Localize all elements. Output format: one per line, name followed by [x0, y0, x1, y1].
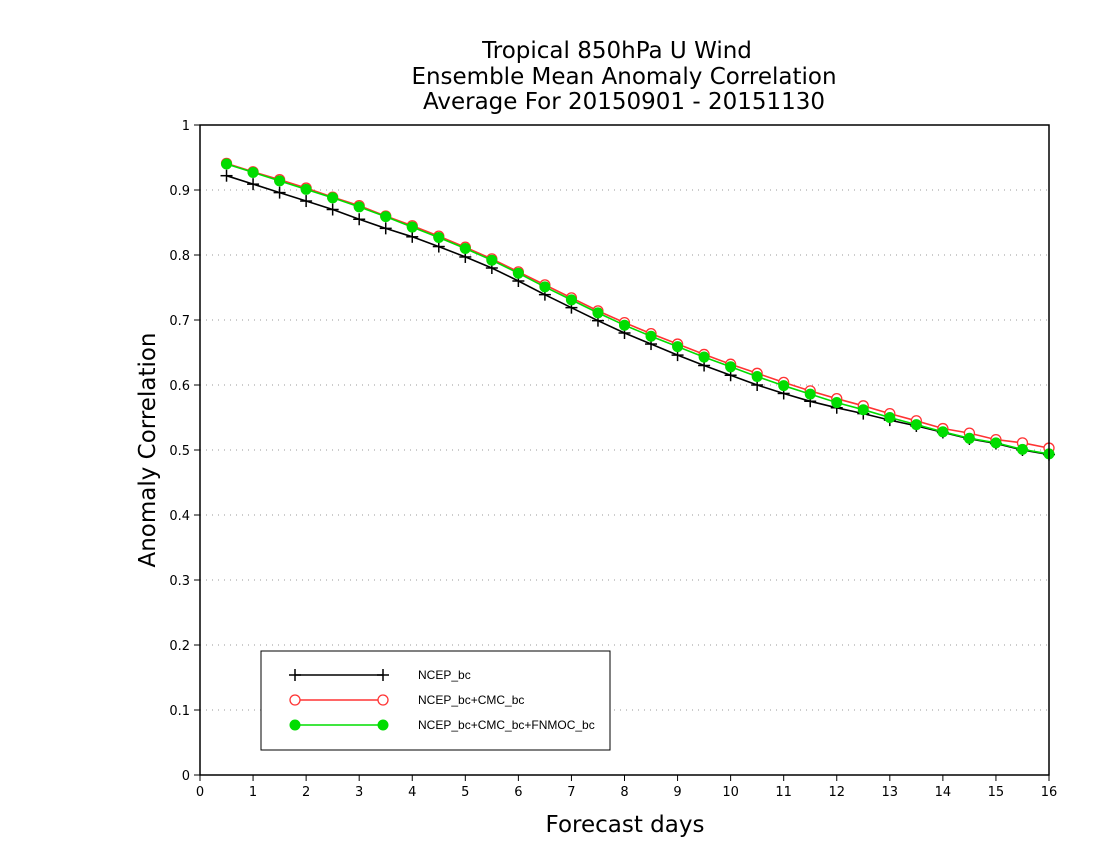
data-point: [406, 230, 419, 243]
x-tick-label: 5: [461, 785, 469, 800]
data-point: [884, 412, 896, 423]
legend-label: NCEP_bc+CMC_bc+FNMOC_bc: [418, 718, 595, 732]
y-axis-label: Anomaly Correlation: [135, 332, 161, 567]
series-line: [226, 163, 1050, 455]
title-line-1: Tropical 850hPa U Wind: [481, 38, 752, 64]
x-tick-label: 9: [673, 785, 681, 800]
data-point: [379, 222, 392, 235]
y-tick-label: 1: [182, 119, 190, 134]
x-tick-label: 7: [567, 785, 575, 800]
data-point: [274, 175, 286, 187]
data-point: [778, 380, 790, 392]
legend-marker: [377, 719, 389, 731]
data-point: [698, 351, 710, 363]
data-point: [565, 294, 577, 306]
legend-box: [260, 650, 611, 751]
title-line-2: Ensemble Mean Anomaly Correlation: [411, 64, 836, 90]
series-3: [221, 158, 1055, 460]
series-1: [220, 169, 1055, 461]
legend-item: NCEP_bc+CMC_bc: [289, 693, 524, 707]
data-point: [247, 166, 259, 178]
y-tick-label: 0: [182, 769, 190, 784]
series-line: [226, 162, 1050, 449]
y-tick-label: 0.5: [169, 444, 190, 459]
legend-marker: [289, 694, 301, 706]
legend-item: NCEP_bc: [289, 668, 471, 682]
legend-marker: [377, 694, 389, 706]
data-point: [300, 195, 313, 208]
data-point: [327, 192, 339, 204]
y-tick-label: 0.8: [169, 249, 190, 264]
data-point: [486, 254, 498, 266]
series-lines: [220, 157, 1055, 461]
x-axis: 0 1 2 3 4 5 6 7 8 9 10 11 12 13 14 15 16: [196, 775, 1057, 800]
data-point: [937, 426, 949, 438]
data-point: [592, 307, 604, 319]
data-point: [804, 388, 816, 400]
data-point: [910, 419, 922, 431]
y-tick-label: 0.3: [169, 574, 190, 589]
x-tick-label: 0: [196, 785, 204, 800]
y-tick-label: 0.9: [169, 184, 190, 199]
data-point: [326, 203, 339, 216]
y-tick-label: 0.2: [169, 639, 190, 654]
data-point: [751, 371, 763, 383]
data-point: [963, 432, 975, 444]
data-point: [725, 361, 737, 373]
data-point: [539, 281, 551, 293]
data-point: [353, 213, 366, 226]
x-tick-label: 8: [620, 785, 628, 800]
series-line: [226, 174, 1050, 456]
y-tick-label: 0.1: [169, 704, 190, 719]
data-point: [857, 404, 869, 416]
x-tick-label: 15: [988, 785, 1005, 800]
data-point: [831, 397, 843, 409]
x-tick-label: 3: [355, 785, 363, 800]
x-tick-label: 2: [302, 785, 310, 800]
x-tick-label: 6: [514, 785, 522, 800]
data-point: [990, 437, 1002, 449]
x-tick-label: 14: [935, 785, 952, 800]
x-tick-label: 16: [1041, 785, 1058, 800]
data-point: [619, 319, 630, 331]
x-tick-label: 12: [828, 785, 845, 800]
legend: NCEP_bc NCEP_bc+CMC_bc NCEP_bc+CMC_bc+FNMO…: [260, 650, 611, 751]
data-point: [512, 267, 524, 279]
legend-marker: [289, 669, 301, 681]
x-axis-label: Forecast days: [546, 812, 705, 838]
y-tick-label: 0.7: [169, 314, 190, 329]
data-point: [645, 330, 657, 342]
data-point: [380, 211, 392, 223]
legend-label: NCEP_bc: [418, 668, 471, 682]
data-point: [300, 183, 312, 195]
data-point: [273, 186, 286, 199]
chart-title: Tropical 850hPa U Wind Ensemble Mean Ano…: [411, 38, 836, 115]
data-point: [353, 201, 365, 213]
x-tick-label: 11: [775, 785, 792, 800]
data-point: [1016, 443, 1028, 455]
title-line-3: Average For 20150901 - 20151130: [423, 89, 825, 115]
legend-label: NCEP_bc+CMC_bc: [418, 693, 524, 707]
legend-marker: [289, 719, 301, 731]
gridlines: [200, 189, 1049, 711]
x-tick-label: 13: [882, 785, 899, 800]
data-point: [247, 178, 260, 191]
data-point: [433, 231, 445, 243]
data-point: [406, 221, 418, 233]
x-tick-label: 1: [249, 785, 257, 800]
data-point: [672, 341, 684, 353]
y-tick-label: 0.6: [169, 379, 190, 394]
y-axis: 0 0.1 0.2 0.3 0.4 0.5 0.6 0.7 0.8 0.9 1: [169, 119, 200, 784]
y-tick-label: 0.4: [169, 509, 190, 524]
x-tick-label: 4: [408, 785, 416, 800]
data-point: [221, 158, 233, 170]
data-point: [459, 243, 471, 254]
legend-item: NCEP_bc+CMC_bc+FNMOC_bc: [289, 718, 595, 732]
data-point: [220, 169, 233, 182]
x-tick-label: 10: [722, 785, 739, 800]
legend-marker: [377, 669, 389, 681]
